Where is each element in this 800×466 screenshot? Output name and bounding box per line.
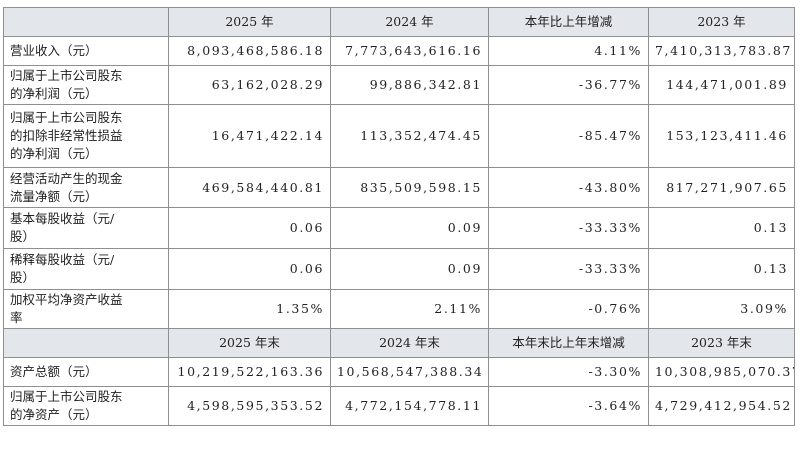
table-row: 经营活动产生的现金 流量净额（元） 469,584,440.81 835,509… [3, 167, 795, 208]
header-cell: 2024 年 [330, 7, 489, 37]
table-row: 归属于上市公司股东 的净资产（元） 4,598,595,353.52 4,772… [3, 386, 795, 426]
row-label-line: 率 [10, 310, 23, 325]
value-cell: -0.76% [488, 289, 649, 329]
financial-summary-table: 2025 年 2024 年 本年比上年增减 2023 年 营业收入（元） 8,0… [3, 7, 795, 426]
table-row: 归属于上市公司股东 的净利润（元） 63,162,028.29 99,886,3… [3, 65, 795, 105]
header-cell-empty [3, 7, 169, 37]
value-cell: -3.64% [488, 386, 649, 426]
value-cell: 153,123,411.46 [648, 104, 795, 168]
value-cell: 817,271,907.65 [648, 167, 795, 208]
value-cell: 144,471,001.89 [648, 65, 795, 105]
row-label-line: 流量净额（元） [10, 188, 98, 204]
value-cell: 16,471,422.14 [168, 104, 331, 168]
row-label-line: 基本每股收益（元/ [10, 211, 115, 226]
value-cell: -85.47% [488, 104, 649, 168]
row-label: 基本每股收益（元/ 股） [3, 207, 169, 249]
value-cell: 3.09% [648, 289, 795, 329]
value-cell: 99,886,342.81 [330, 65, 489, 105]
header-cell: 2023 年末 [648, 328, 795, 358]
row-label-line: 归属于上市公司股东 [10, 110, 123, 125]
value-cell: 0.13 [648, 248, 795, 290]
value-cell: 0.06 [168, 207, 331, 249]
value-cell: 4,598,595,353.52 [168, 386, 331, 426]
value-cell: -33.33% [488, 207, 649, 249]
value-cell: 469,584,440.81 [168, 167, 331, 208]
value-cell: -43.80% [488, 167, 649, 208]
row-label: 归属于上市公司股东 的净资产（元） [3, 386, 169, 426]
header-cell: 2025 年末 [168, 328, 331, 358]
value-cell: 113,352,474.45 [330, 104, 489, 168]
value-cell: 8,093,468,586.18 [168, 36, 331, 66]
row-label-line: 股） [10, 270, 36, 285]
value-cell: 0.09 [330, 248, 489, 290]
value-cell: 4,729,412,954.52 [648, 386, 795, 426]
row-label-line: 经营活动产生的现金 [10, 170, 123, 186]
row-label: 稀释每股收益（元/ 股） [3, 248, 169, 290]
table-header-row: 2025 年 2024 年 本年比上年增减 2023 年 [3, 7, 795, 37]
value-cell: 10,219,522,163.36 [168, 357, 331, 387]
value-cell: 7,410,313,783.87 [648, 36, 795, 66]
header-cell-empty [3, 328, 169, 358]
value-cell: 0.06 [168, 248, 331, 290]
header-cell: 2025 年 [168, 7, 331, 37]
table-row: 加权平均净资产收益 率 1.35% 2.11% -0.76% 3.09% [3, 289, 795, 329]
value-cell: 4,772,154,778.11 [330, 386, 489, 426]
row-label-line: 资产总额（元） [10, 364, 98, 379]
row-label-line: 加权平均净资产收益 [10, 292, 123, 307]
value-cell: 2.11% [330, 289, 489, 329]
row-label: 归属于上市公司股东 的净利润（元） [3, 65, 169, 105]
value-cell: 63,162,028.29 [168, 65, 331, 105]
row-label-line: 的净利润（元） [10, 146, 98, 161]
row-label-line: 的扣除非经常性损益 [10, 128, 123, 143]
row-label: 资产总额（元） [3, 357, 169, 387]
value-cell: 1.35% [168, 289, 331, 329]
value-cell: 4.11% [488, 36, 649, 66]
value-cell: -33.33% [488, 248, 649, 290]
row-label-line: 的净资产（元） [10, 407, 98, 422]
table-row: 资产总额（元） 10,219,522,163.36 10,568,547,388… [3, 357, 795, 387]
value-cell: 10,308,985,070.37 [648, 357, 795, 387]
table-row: 营业收入（元） 8,093,468,586.18 7,773,643,616.1… [3, 36, 795, 66]
value-cell: 0.13 [648, 207, 795, 249]
row-label-line: 股） [10, 229, 36, 244]
header-cell: 本年末比上年末增减 [488, 328, 649, 358]
row-label-line: 稀释每股收益（元/ [10, 252, 115, 267]
table-row: 归属于上市公司股东 的扣除非经常性损益 的净利润（元） 16,471,422.1… [3, 104, 795, 168]
value-cell: -36.77% [488, 65, 649, 105]
header-cell: 2024 年末 [330, 328, 489, 358]
value-cell: 7,773,643,616.16 [330, 36, 489, 66]
table-header-row: 2025 年末 2024 年末 本年末比上年末增减 2023 年末 [3, 328, 795, 358]
row-label: 营业收入（元） [3, 36, 169, 66]
header-cell: 2023 年 [648, 7, 795, 37]
row-label-line: 营业收入（元） [10, 43, 98, 58]
table-row: 基本每股收益（元/ 股） 0.06 0.09 -33.33% 0.13 [3, 207, 795, 249]
value-cell: 10,568,547,388.34 [330, 357, 489, 387]
header-cell: 本年比上年增减 [488, 7, 649, 37]
row-label-line: 的净利润（元） [10, 86, 98, 101]
value-cell: 835,509,598.15 [330, 167, 489, 208]
row-label-line: 归属于上市公司股东 [10, 389, 123, 404]
row-label-line: 归属于上市公司股东 [10, 68, 123, 83]
table-row: 稀释每股收益（元/ 股） 0.06 0.09 -33.33% 0.13 [3, 248, 795, 290]
row-label: 加权平均净资产收益 率 [3, 289, 169, 329]
value-cell: -3.30% [488, 357, 649, 387]
row-label: 归属于上市公司股东 的扣除非经常性损益 的净利润（元） [3, 104, 169, 168]
row-label: 经营活动产生的现金 流量净额（元） [3, 167, 169, 208]
value-cell: 0.09 [330, 207, 489, 249]
